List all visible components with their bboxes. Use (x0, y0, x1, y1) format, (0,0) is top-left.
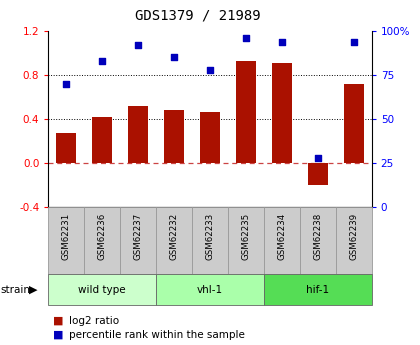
Bar (192, 207, 228, 274)
Text: wild type: wild type (79, 285, 126, 295)
Text: GSM62234: GSM62234 (277, 213, 286, 260)
Bar (156, 274, 264, 305)
Bar (200, 112, 220, 163)
Point (243, 35, 249, 41)
Text: GSM62235: GSM62235 (241, 213, 250, 260)
Text: GSM62239: GSM62239 (349, 213, 358, 259)
Bar (128, 106, 148, 163)
Point (99, 58, 105, 64)
Text: GSM62232: GSM62232 (170, 213, 178, 260)
Bar (308, 163, 328, 185)
Text: GSM62238: GSM62238 (313, 213, 322, 260)
Text: GSM62233: GSM62233 (205, 213, 215, 260)
Text: GSM62231: GSM62231 (62, 213, 71, 260)
Text: percentile rank within the sample: percentile rank within the sample (69, 330, 245, 339)
Bar (272, 63, 292, 163)
Text: hif-1: hif-1 (306, 285, 329, 295)
Bar (300, 207, 336, 274)
Text: ■: ■ (52, 330, 63, 339)
Bar (228, 207, 264, 274)
Text: log2 ratio: log2 ratio (69, 316, 119, 326)
Bar (336, 207, 372, 274)
Bar (48, 274, 156, 305)
Text: GSM62236: GSM62236 (98, 213, 107, 260)
Point (315, 155, 321, 160)
Point (207, 67, 213, 72)
Text: ■: ■ (52, 316, 63, 326)
Point (350, 39, 357, 45)
Bar (48, 207, 84, 274)
Bar (56, 133, 76, 163)
Text: strain: strain (1, 285, 31, 295)
Text: ▶: ▶ (29, 285, 38, 295)
Bar (344, 84, 364, 163)
Point (63, 81, 70, 87)
Point (278, 39, 285, 45)
Text: GDS1379 / 21989: GDS1379 / 21989 (134, 9, 260, 23)
Bar (84, 207, 120, 274)
Bar (156, 207, 192, 274)
Bar (92, 117, 112, 163)
Bar (236, 61, 256, 163)
Text: GSM62237: GSM62237 (134, 213, 143, 260)
Bar (164, 110, 184, 163)
Bar (120, 207, 156, 274)
Point (135, 42, 142, 48)
Bar (264, 274, 372, 305)
Bar (264, 207, 300, 274)
Text: vhl-1: vhl-1 (197, 285, 223, 295)
Point (171, 55, 177, 60)
